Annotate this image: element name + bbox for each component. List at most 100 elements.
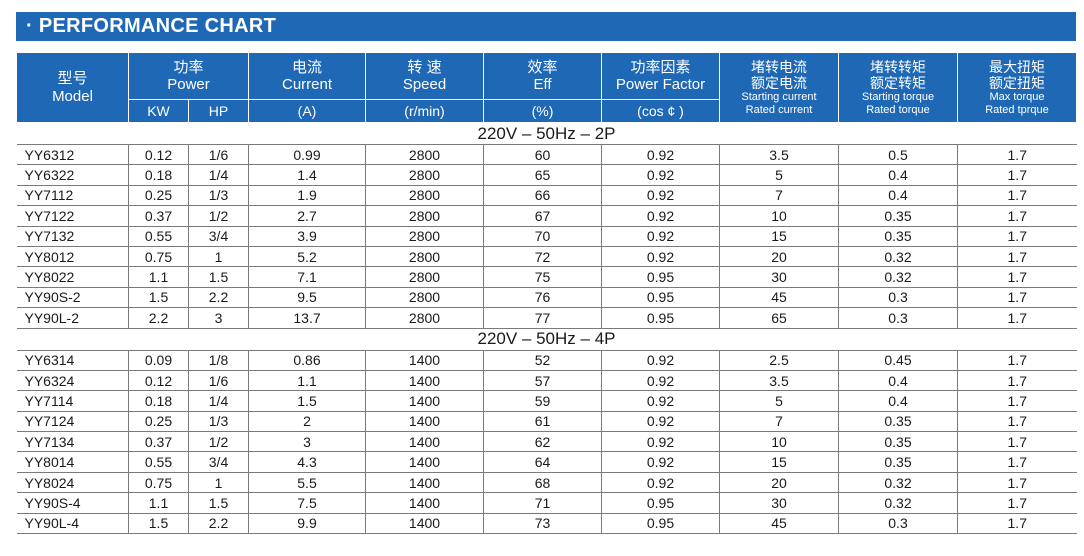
table-cell: 1.4	[248, 164, 366, 186]
table-cell: 0.25	[128, 185, 189, 207]
table-cell: 0.92	[601, 246, 720, 268]
table-cell: 7.1	[248, 266, 366, 288]
header-speed: 转 速 Speed	[365, 52, 484, 100]
table-cell: 1/2	[188, 205, 249, 227]
header-eff: 效率 Eff	[483, 52, 602, 100]
table-cell: 73	[483, 513, 602, 535]
table-cell: 1.5	[188, 492, 249, 514]
model-cell: YY6312	[16, 144, 129, 166]
table-cell: 15	[719, 451, 839, 473]
table-cell: 1.7	[957, 287, 1077, 309]
table-header: 型号 Model 功率 Power 电流 Current 转 速 Speed 效…	[16, 52, 1077, 123]
table-cell: 1.7	[957, 266, 1077, 288]
table-cell: 0.32	[838, 492, 958, 514]
table-row: YY7114 0.18 1/4 1.5 1400 59 0.92 5 0.4 1.7	[16, 390, 1077, 412]
table-cell: 13.7	[248, 307, 366, 329]
table-cell: 1.7	[957, 472, 1077, 494]
section-label: 220V – 50Hz – 4P	[16, 328, 1077, 351]
table-cell: 0.92	[601, 164, 720, 186]
table-cell: 77	[483, 307, 602, 329]
table-cell: 1/6	[188, 144, 249, 166]
table-cell: 0.55	[128, 451, 189, 473]
table-cell: 0.75	[128, 472, 189, 494]
table-cell: 1400	[365, 451, 484, 473]
performance-table: 型号 Model 功率 Power 电流 Current 转 速 Speed 效…	[16, 52, 1077, 535]
table-cell: 3/4	[188, 226, 249, 247]
table-cell: 0.35	[838, 431, 958, 453]
model-cell: YY7112	[16, 185, 129, 207]
table-cell: 1.1	[128, 266, 189, 288]
model-cell: YY90S-4	[16, 492, 129, 514]
table-cell: 67	[483, 205, 602, 227]
table-cell: 1/4	[188, 164, 249, 186]
table-row: YY90L-4 1.5 2.2 9.9 1400 73 0.95 45 0.3 1.7	[16, 513, 1077, 535]
table-cell: 0.99	[248, 144, 366, 166]
header-power-factor-unit: (cos ¢ )	[601, 99, 720, 123]
header-current-unit: (A)	[248, 99, 366, 123]
table-cell: 1.5	[128, 287, 189, 309]
table-cell: 0.12	[128, 370, 189, 392]
table-cell: 10	[719, 205, 839, 227]
table-cell: 9.9	[248, 513, 366, 535]
table-cell: 1.7	[957, 164, 1077, 186]
table-cell: 1.7	[957, 185, 1077, 207]
table-cell: 20	[719, 472, 839, 494]
table-cell: 0.18	[128, 390, 189, 412]
table-cell: 2800	[365, 205, 484, 227]
model-cell: YY7132	[16, 226, 129, 247]
table-cell: 0.35	[838, 205, 958, 227]
table-row: YY7124 0.25 1/3 2 1400 61 0.92 7 0.35 1.7	[16, 411, 1077, 433]
table-cell: 1.1	[128, 492, 189, 514]
table-cell: 1400	[365, 431, 484, 453]
model-cell: YY8014	[16, 451, 129, 473]
table-cell: 1/3	[188, 185, 249, 207]
table-cell: 0.35	[838, 226, 958, 247]
header-max-torque: 最大扭矩 额定扭矩 Max torque Rated tprque	[957, 52, 1077, 123]
table-cell: 0.32	[838, 246, 958, 268]
table-cell: 1400	[365, 472, 484, 494]
table-cell: 9.5	[248, 287, 366, 309]
table-cell: 0.18	[128, 164, 189, 186]
table-cell: 72	[483, 246, 602, 268]
table-cell: 1.7	[957, 246, 1077, 268]
section-label: 220V – 50Hz – 2P	[16, 122, 1077, 145]
table-row: YY8012 0.75 1 5.2 2800 72 0.92 20 0.32 1.7	[16, 246, 1077, 268]
table-cell: 0.09	[128, 350, 189, 371]
table-cell: 1400	[365, 350, 484, 371]
table-cell: 1.7	[957, 513, 1077, 535]
table-cell: 7.5	[248, 492, 366, 514]
model-cell: YY8012	[16, 246, 129, 268]
table-cell: 1.7	[957, 226, 1077, 247]
table-row: YY6322 0.18 1/4 1.4 2800 65 0.92 5 0.4 1.7	[16, 164, 1077, 186]
header-model: 型号 Model	[16, 52, 129, 123]
header-eff-unit: (%)	[483, 99, 602, 123]
table-cell: 2800	[365, 164, 484, 186]
table-cell: 2800	[365, 307, 484, 329]
table-cell: 5	[719, 390, 839, 412]
table-cell: 15	[719, 226, 839, 247]
table-cell: 1/6	[188, 370, 249, 392]
table-cell: 2800	[365, 144, 484, 166]
table-cell: 1	[188, 246, 249, 268]
table-cell: 1	[188, 472, 249, 494]
table-cell: 0.35	[838, 411, 958, 433]
model-cell: YY7124	[16, 411, 129, 433]
table-cell: 0.92	[601, 226, 720, 247]
table-cell: 0.35	[838, 451, 958, 473]
table-cell: 2800	[365, 226, 484, 247]
table-cell: 1.7	[957, 492, 1077, 514]
table-cell: 0.92	[601, 431, 720, 453]
table-cell: 1400	[365, 390, 484, 412]
table-row: YY7132 0.55 3/4 3.9 2800 70 0.92 15 0.35 1.7	[16, 226, 1077, 247]
table-cell: 1.7	[957, 307, 1077, 329]
section-row: 220V – 50Hz – 2P	[16, 122, 1077, 145]
table-cell: 5.5	[248, 472, 366, 494]
header-speed-unit: (r/min)	[365, 99, 484, 123]
table-cell: 1/2	[188, 431, 249, 453]
table-cell: 3.5	[719, 144, 839, 166]
table-cell: 0.95	[601, 307, 720, 329]
table-cell: 2800	[365, 266, 484, 288]
table-cell: 0.92	[601, 144, 720, 166]
table-cell: 1/8	[188, 350, 249, 371]
table-cell: 1.7	[957, 390, 1077, 412]
